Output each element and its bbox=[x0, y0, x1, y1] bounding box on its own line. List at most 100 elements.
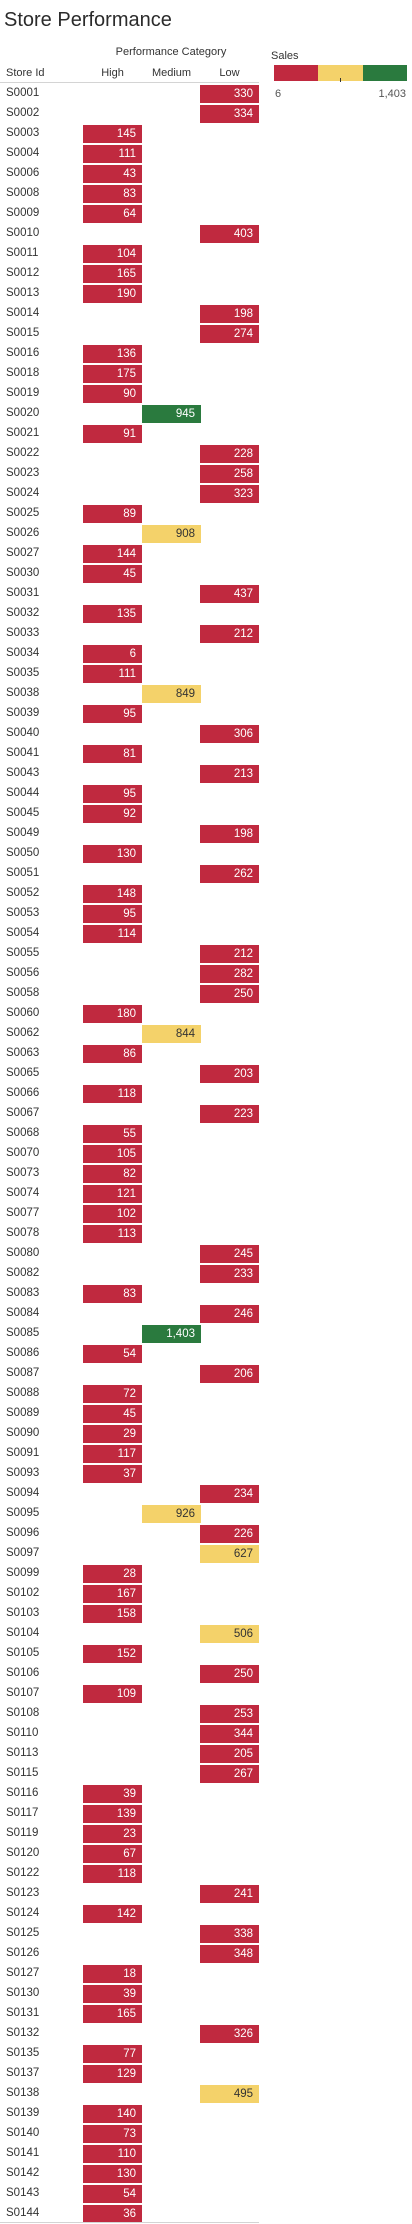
sales-cell-high[interactable]: 36 bbox=[83, 2205, 142, 2223]
sales-cell-high[interactable]: 86 bbox=[83, 1045, 142, 1063]
sales-cell-low[interactable]: 627 bbox=[200, 1545, 259, 1563]
sales-cell-low[interactable]: 403 bbox=[200, 225, 259, 243]
sales-cell-high[interactable]: 6 bbox=[83, 645, 142, 663]
sales-cell-high[interactable]: 142 bbox=[83, 1905, 142, 1923]
sales-cell-high[interactable]: 110 bbox=[83, 2145, 142, 2163]
sales-cell-low[interactable]: 344 bbox=[200, 1725, 259, 1743]
sales-cell-high[interactable]: 145 bbox=[83, 125, 142, 143]
sales-cell-high[interactable]: 73 bbox=[83, 2125, 142, 2143]
sales-cell-low[interactable]: 233 bbox=[200, 1265, 259, 1283]
sales-cell-high[interactable]: 148 bbox=[83, 885, 142, 903]
sales-cell-low[interactable]: 241 bbox=[200, 1885, 259, 1903]
sales-cell-low[interactable]: 226 bbox=[200, 1525, 259, 1543]
sales-cell-high[interactable]: 121 bbox=[83, 1185, 142, 1203]
sales-cell-high[interactable]: 109 bbox=[83, 1685, 142, 1703]
sales-cell-high[interactable]: 118 bbox=[83, 1085, 142, 1103]
sales-cell-high[interactable]: 72 bbox=[83, 1385, 142, 1403]
sales-cell-high[interactable]: 129 bbox=[83, 2065, 142, 2083]
sales-cell-low[interactable]: 334 bbox=[200, 105, 259, 123]
sales-cell-high[interactable]: 82 bbox=[83, 1165, 142, 1183]
sales-cell-low[interactable]: 205 bbox=[200, 1745, 259, 1763]
sales-cell-high[interactable]: 64 bbox=[83, 205, 142, 223]
sales-cell-high[interactable]: 165 bbox=[83, 2005, 142, 2023]
sales-cell-high[interactable]: 92 bbox=[83, 805, 142, 823]
sales-cell-low[interactable]: 506 bbox=[200, 1625, 259, 1643]
sales-cell-medium[interactable]: 844 bbox=[142, 1025, 201, 1043]
sales-cell-high[interactable]: 136 bbox=[83, 345, 142, 363]
sales-cell-high[interactable]: 91 bbox=[83, 425, 142, 443]
sales-cell-high[interactable]: 45 bbox=[83, 565, 142, 583]
sales-cell-low[interactable]: 306 bbox=[200, 725, 259, 743]
sales-cell-high[interactable]: 67 bbox=[83, 1845, 142, 1863]
sales-cell-high[interactable]: 111 bbox=[83, 665, 142, 683]
column-header-medium[interactable]: Medium bbox=[151, 67, 192, 79]
sales-cell-low[interactable]: 323 bbox=[200, 485, 259, 503]
sales-cell-high[interactable]: 175 bbox=[83, 365, 142, 383]
sales-cell-low[interactable]: 246 bbox=[200, 1305, 259, 1323]
sales-cell-high[interactable]: 117 bbox=[83, 1445, 142, 1463]
sales-cell-high[interactable]: 167 bbox=[83, 1585, 142, 1603]
sales-cell-low[interactable]: 198 bbox=[200, 305, 259, 323]
sales-cell-low[interactable]: 203 bbox=[200, 1065, 259, 1083]
sales-cell-high[interactable]: 104 bbox=[83, 245, 142, 263]
sales-cell-medium[interactable]: 1,403 bbox=[142, 1325, 201, 1343]
sales-cell-low[interactable]: 437 bbox=[200, 585, 259, 603]
sales-cell-low[interactable]: 212 bbox=[200, 625, 259, 643]
row-header-store-id[interactable]: Store Id bbox=[6, 67, 45, 79]
sales-cell-high[interactable]: 190 bbox=[83, 285, 142, 303]
sales-cell-low[interactable]: 282 bbox=[200, 965, 259, 983]
sales-cell-low[interactable]: 495 bbox=[200, 2085, 259, 2103]
sales-cell-high[interactable]: 90 bbox=[83, 385, 142, 403]
sales-cell-high[interactable]: 158 bbox=[83, 1605, 142, 1623]
sales-cell-low[interactable]: 348 bbox=[200, 1945, 259, 1963]
sales-cell-low[interactable]: 253 bbox=[200, 1705, 259, 1723]
sales-cell-low[interactable]: 267 bbox=[200, 1765, 259, 1783]
sales-cell-high[interactable]: 130 bbox=[83, 2165, 142, 2183]
sales-cell-low[interactable]: 212 bbox=[200, 945, 259, 963]
sales-cell-low[interactable]: 250 bbox=[200, 985, 259, 1003]
sales-cell-low[interactable]: 198 bbox=[200, 825, 259, 843]
sales-cell-high[interactable]: 113 bbox=[83, 1225, 142, 1243]
sales-cell-high[interactable]: 118 bbox=[83, 1865, 142, 1883]
sales-cell-low[interactable]: 228 bbox=[200, 445, 259, 463]
sales-cell-high[interactable]: 165 bbox=[83, 265, 142, 283]
sales-cell-high[interactable]: 83 bbox=[83, 185, 142, 203]
sales-cell-high[interactable]: 102 bbox=[83, 1205, 142, 1223]
sales-cell-high[interactable]: 54 bbox=[83, 1345, 142, 1363]
column-header-low[interactable]: Low bbox=[219, 67, 240, 79]
sales-cell-high[interactable]: 55 bbox=[83, 1125, 142, 1143]
sales-cell-high[interactable]: 43 bbox=[83, 165, 142, 183]
sales-cell-low[interactable]: 338 bbox=[200, 1925, 259, 1943]
sales-cell-high[interactable]: 111 bbox=[83, 145, 142, 163]
sales-cell-high[interactable]: 39 bbox=[83, 1785, 142, 1803]
sales-cell-low[interactable]: 274 bbox=[200, 325, 259, 343]
sales-cell-medium[interactable]: 926 bbox=[142, 1505, 201, 1523]
sales-cell-high[interactable]: 54 bbox=[83, 2185, 142, 2203]
sales-cell-high[interactable]: 114 bbox=[83, 925, 142, 943]
sales-cell-low[interactable]: 330 bbox=[200, 85, 259, 103]
sales-cell-low[interactable]: 250 bbox=[200, 1665, 259, 1683]
sales-cell-high[interactable]: 140 bbox=[83, 2105, 142, 2123]
sales-cell-medium[interactable]: 849 bbox=[142, 685, 201, 703]
column-header-high[interactable]: High bbox=[101, 67, 124, 79]
sales-cell-high[interactable]: 83 bbox=[83, 1285, 142, 1303]
sales-cell-high[interactable]: 135 bbox=[83, 605, 142, 623]
sales-cell-high[interactable]: 45 bbox=[83, 1405, 142, 1423]
sales-cell-high[interactable]: 81 bbox=[83, 745, 142, 763]
sales-cell-high[interactable]: 130 bbox=[83, 845, 142, 863]
sales-cell-low[interactable]: 262 bbox=[200, 865, 259, 883]
sales-cell-high[interactable]: 180 bbox=[83, 1005, 142, 1023]
sales-cell-high[interactable]: 18 bbox=[83, 1965, 142, 1983]
sales-cell-high[interactable]: 95 bbox=[83, 705, 142, 723]
sales-cell-low[interactable]: 234 bbox=[200, 1485, 259, 1503]
sales-cell-low[interactable]: 258 bbox=[200, 465, 259, 483]
sales-cell-high[interactable]: 89 bbox=[83, 505, 142, 523]
sales-cell-high[interactable]: 152 bbox=[83, 1645, 142, 1663]
sales-cell-high[interactable]: 23 bbox=[83, 1825, 142, 1843]
sales-cell-high[interactable]: 39 bbox=[83, 1985, 142, 2003]
sales-cell-high[interactable]: 29 bbox=[83, 1425, 142, 1443]
sales-cell-low[interactable]: 206 bbox=[200, 1365, 259, 1383]
sales-cell-high[interactable]: 139 bbox=[83, 1805, 142, 1823]
sales-cell-medium[interactable]: 945 bbox=[142, 405, 201, 423]
sales-cell-high[interactable]: 77 bbox=[83, 2045, 142, 2063]
